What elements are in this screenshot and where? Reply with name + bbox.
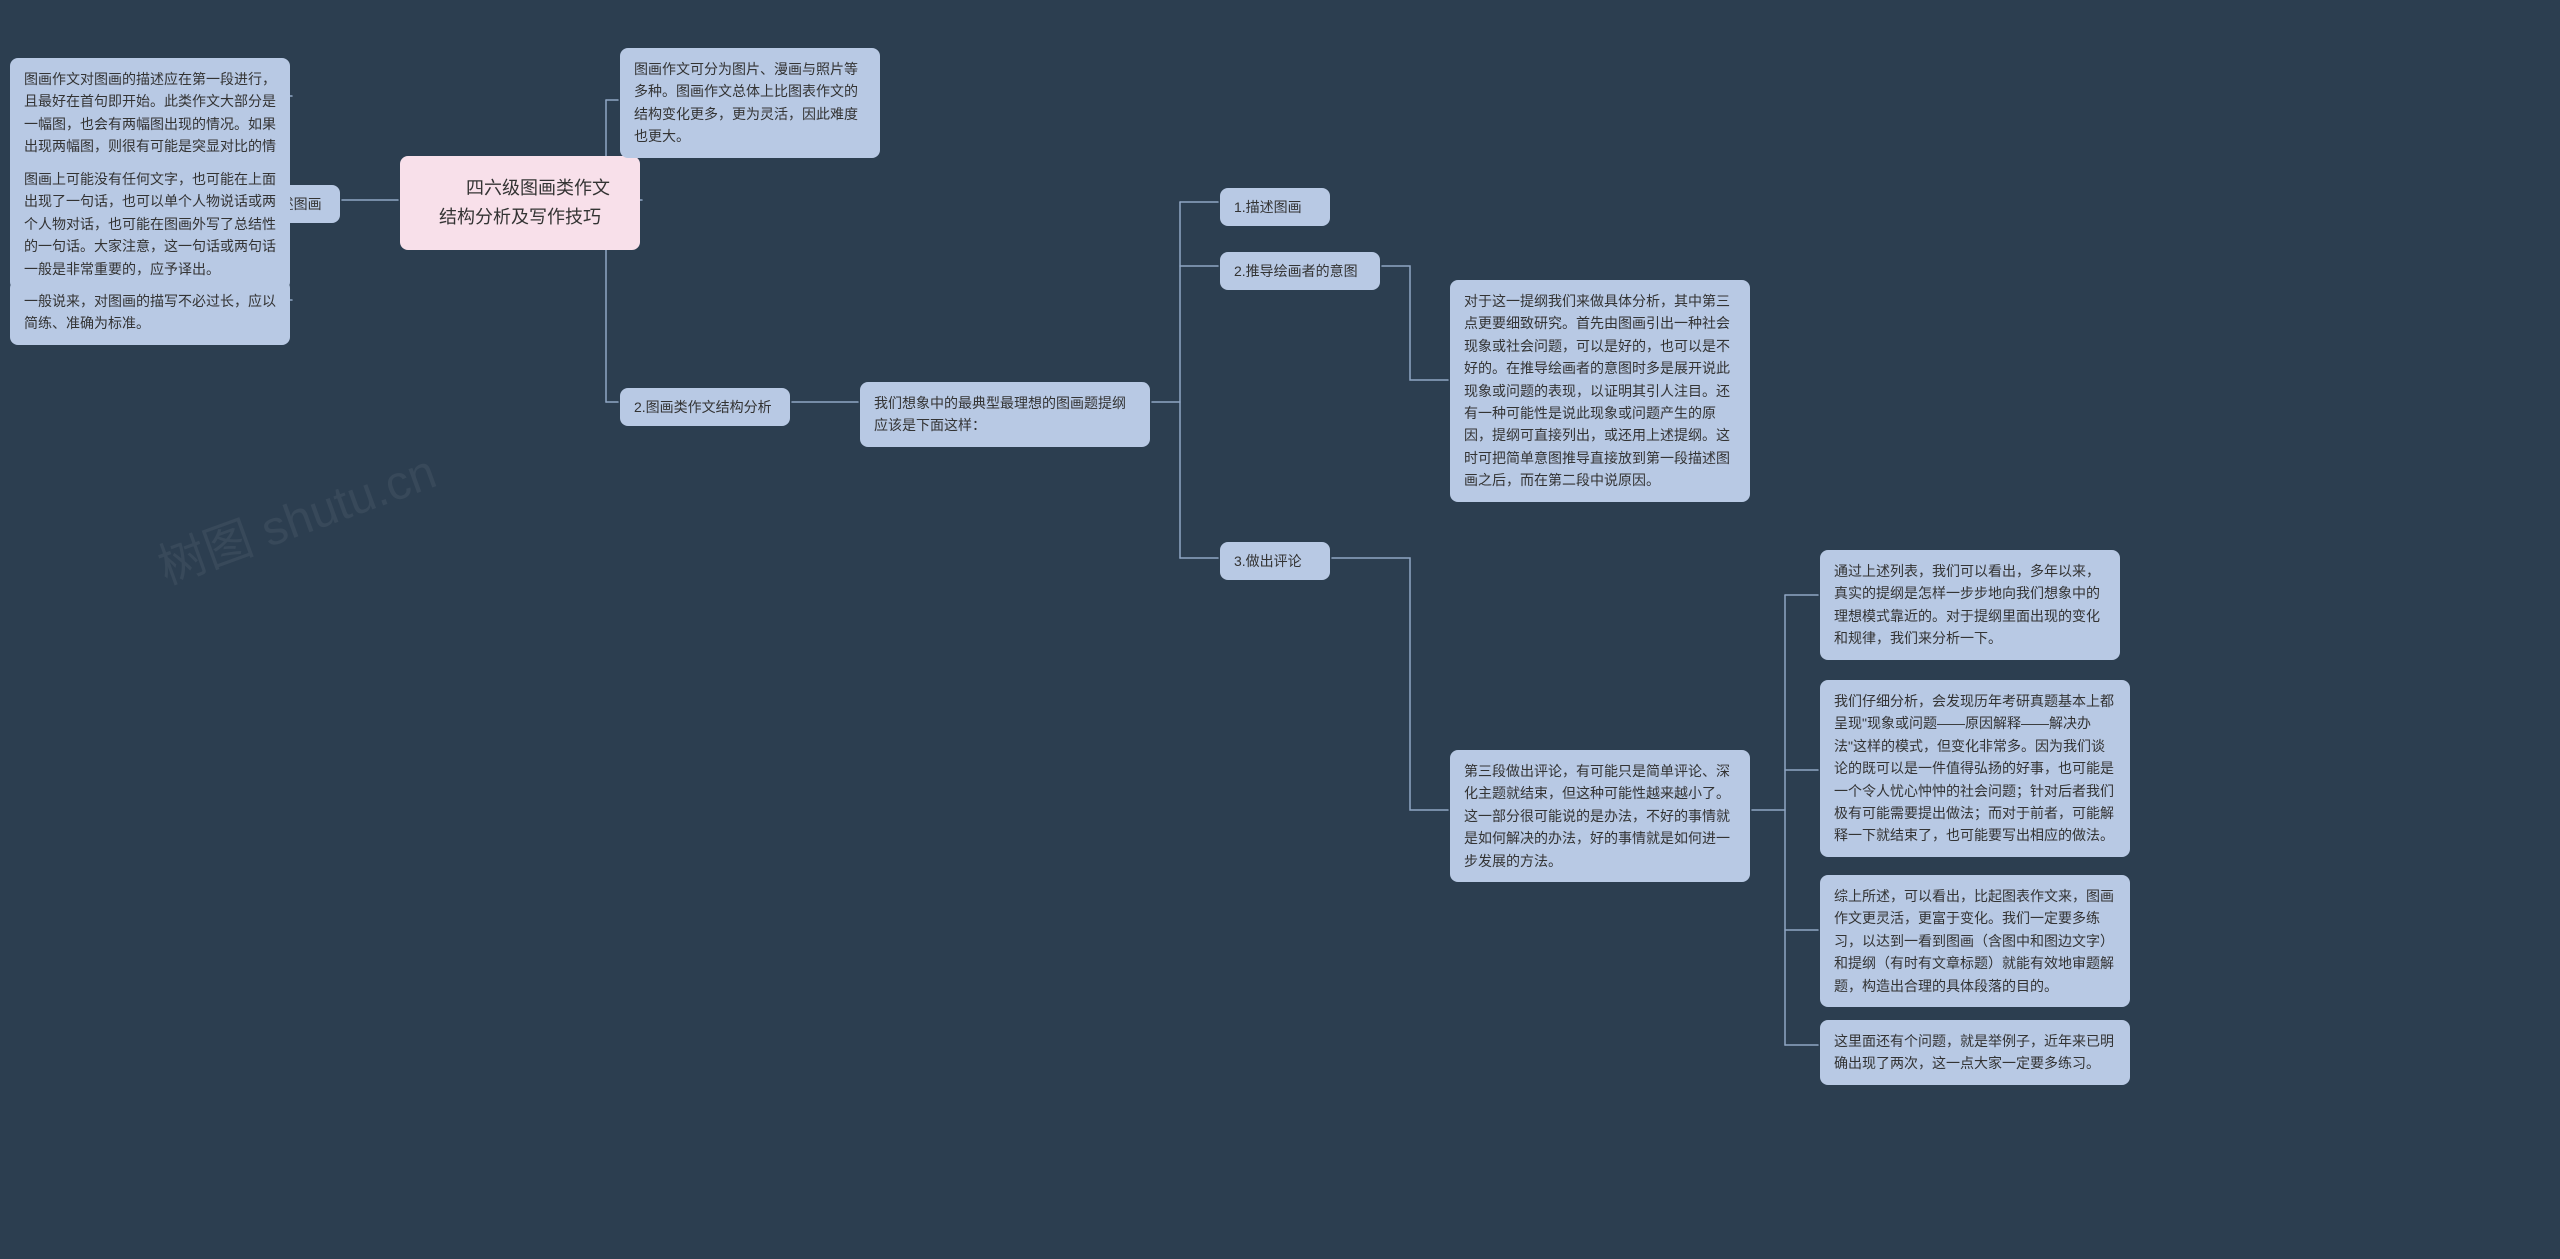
right-branch-label: 2.图画类作文结构分析 <box>620 388 790 426</box>
right-leaf-intro: 图画作文可分为图片、漫画与照片等多种。图画作文总体上比图表作文的结构变化更多，更… <box>620 48 880 158</box>
lvl5-item-0: 通过上述列表，我们可以看出，多年以来，真实的提纲是怎样一步步地向我们想象中的理想… <box>1820 550 2120 660</box>
lvl5-item-3: 这里面还有个问题，就是举例子，近年来已明确出现了两次，这一点大家一定要多练习。 <box>1820 1020 2130 1085</box>
lvl4-item-2: 第三段做出评论，有可能只是简单评论、深化主题就结束，但这种可能性越来越小了。这一… <box>1450 750 1750 882</box>
right-branch-child: 我们想象中的最典型最理想的图画题提纲应该是下面这样： <box>860 382 1150 447</box>
watermark: 树图 shutu.cn <box>147 432 444 597</box>
lvl5-item-2: 综上所述，可以看出，比起图表作文来，图画作文更灵活，更富于变化。我们一定要多练习… <box>1820 875 2130 1007</box>
lvl3-item-0: 1.描述图画 <box>1220 188 1330 226</box>
lvl5-item-1: 我们仔细分析，会发现历年考研真题基本上都呈现"现象或问题——原因解释——解决办法… <box>1820 680 2130 857</box>
lvl3-item-2: 3.做出评论 <box>1220 542 1330 580</box>
lvl3-item-1: 2.推导绘画者的意图 <box>1220 252 1380 290</box>
left-child-1: 图画上可能没有任何文字，也可能在上面出现了一句话，也可以单个人物说话或两个人物对… <box>10 158 290 290</box>
left-child-2: 一般说来，对图画的描写不必过长，应以简练、准确为标准。 <box>10 280 290 345</box>
center-topic: 四六级图画类作文结构分析及写作技巧 <box>400 156 640 250</box>
lvl4-item-1: 对于这一提纲我们来做具体分析，其中第三点更要细致研究。首先由图画引出一种社会现象… <box>1450 280 1750 502</box>
